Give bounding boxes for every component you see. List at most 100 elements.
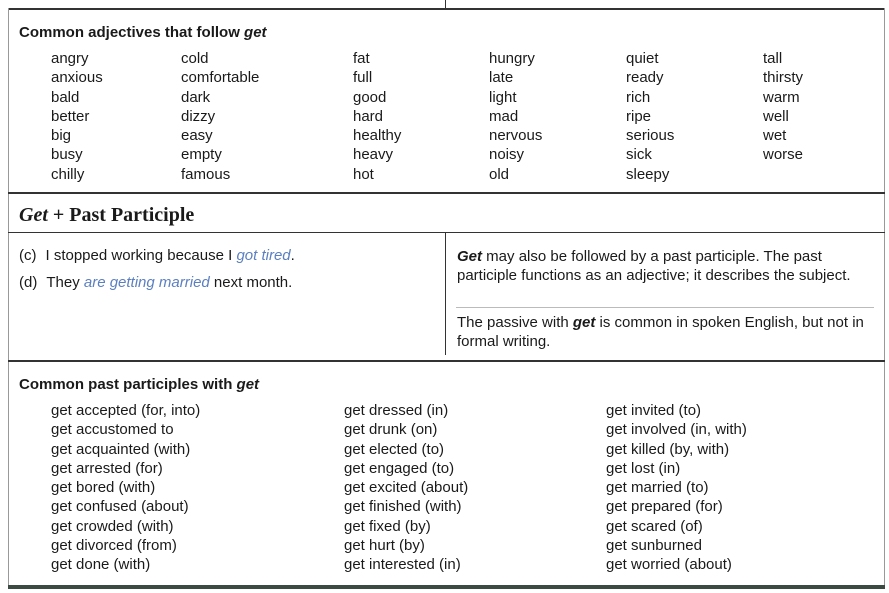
sentence-text: next month. xyxy=(209,274,293,291)
list-item: get lost (in) xyxy=(606,459,681,477)
list-item: get divorced (from) xyxy=(51,537,177,555)
list-item: big xyxy=(51,127,72,145)
example-label: (d) xyxy=(19,274,38,291)
adjectives-column: angry anxious bald better big busy chilly xyxy=(51,49,103,184)
list-item: well xyxy=(763,107,789,125)
list-item: get dressed (in) xyxy=(344,402,449,419)
rule-1 xyxy=(8,192,885,194)
top-tick xyxy=(445,0,446,8)
list-item: quiet xyxy=(626,50,659,67)
highlighted-phrase: are getting married xyxy=(83,274,210,291)
adjectives-column: hungry late light mad nervous noisy old xyxy=(489,49,542,184)
adjectives-column: fat full good hard healthy heavy hot xyxy=(353,49,401,184)
list-item: get fixed (by) xyxy=(344,517,431,535)
explanation-p1: Get may also be followed by a past parti… xyxy=(457,247,867,285)
list-item: get invited (to) xyxy=(606,402,702,419)
heading-em: get xyxy=(244,24,267,41)
list-item: get engaged (to) xyxy=(344,459,455,477)
list-item: get done (with) xyxy=(51,556,151,574)
title-em: Get xyxy=(19,204,48,226)
explanation-separator xyxy=(456,307,874,308)
section-title: Get + Past Participle xyxy=(19,204,194,227)
list-item: wet xyxy=(763,127,787,145)
list-item: ripe xyxy=(626,107,652,125)
list-item: thirsty xyxy=(763,69,804,87)
sentence-text: I stopped working because I xyxy=(45,247,237,264)
rule-2 xyxy=(8,232,885,233)
list-item: hungry xyxy=(489,50,535,67)
list-item: tall xyxy=(763,50,783,67)
list-item: get accustomed to xyxy=(51,421,174,439)
example-label: (c) xyxy=(19,247,37,264)
p2-text-end: is common in spoken English, but not in … xyxy=(457,314,864,350)
adjectives-column: quiet ready rich ripe serious sick sleepy xyxy=(626,49,674,184)
list-item: angry xyxy=(51,50,89,67)
sentence-text: . xyxy=(290,247,295,264)
list-item: full xyxy=(353,69,373,87)
list-item: get worried (about) xyxy=(606,556,732,574)
list-item: get prepared (for) xyxy=(606,498,723,516)
list-item: get involved (in, with) xyxy=(606,421,747,439)
example-sentence: (d) They are getting married next month. xyxy=(19,274,292,291)
list-item: get acquainted (with) xyxy=(51,440,191,458)
list-item: hard xyxy=(353,107,384,125)
list-item: better xyxy=(51,107,90,125)
list-item: easy xyxy=(181,127,213,145)
list-item: get scared (of) xyxy=(606,517,703,535)
participles-column: get accepted (for, into) get accustomed t… xyxy=(51,401,200,575)
bottom-rule xyxy=(8,585,885,589)
heading-text: Common past participles with xyxy=(19,376,237,393)
list-item: busy xyxy=(51,146,83,164)
list-item: dark xyxy=(181,88,211,106)
list-item: get finished (with) xyxy=(344,498,462,516)
right-border xyxy=(884,8,885,588)
list-item: get sunburned xyxy=(606,537,702,555)
example-sentence: (c) I stopped working because I got tired… xyxy=(19,247,295,264)
list-item: empty xyxy=(181,146,222,164)
list-item: get confused (about) xyxy=(51,498,189,516)
list-item: get married (to) xyxy=(606,479,709,497)
p1-em: Get xyxy=(457,248,483,265)
list-item: anxious xyxy=(51,69,103,87)
sentence-text: They xyxy=(46,274,84,291)
list-item: hot xyxy=(353,165,374,183)
list-item: ready xyxy=(626,69,664,87)
list-item: bald xyxy=(51,88,80,106)
list-item: get interested (in) xyxy=(344,556,461,574)
list-item: sick xyxy=(626,146,652,164)
list-item: get bored (with) xyxy=(51,479,156,497)
list-item: mad xyxy=(489,107,519,125)
list-item: get accepted (for, into) xyxy=(51,402,201,419)
column-divider xyxy=(445,232,446,355)
title-rest: + Past Participle xyxy=(47,204,195,226)
list-item: fat xyxy=(353,50,370,67)
list-item: light xyxy=(489,88,517,106)
list-item: get excited (about) xyxy=(344,479,469,497)
adjectives-heading: Common adjectives that follow get xyxy=(19,24,267,41)
list-item: noisy xyxy=(489,146,525,164)
rule-3 xyxy=(8,360,885,362)
explanation-p2: The passive with get is common in spoken… xyxy=(457,313,867,351)
list-item: nervous xyxy=(489,127,543,145)
list-item: get killed (by, with) xyxy=(606,440,730,458)
p2-text: The passive with xyxy=(457,314,573,331)
top-rule xyxy=(8,8,885,10)
list-item: get arrested (for) xyxy=(51,459,163,477)
list-item: healthy xyxy=(353,127,402,145)
list-item: sleepy xyxy=(626,165,670,183)
participles-heading: Common past participles with get xyxy=(19,376,259,393)
list-item: good xyxy=(353,88,387,106)
list-item: get hurt (by) xyxy=(344,537,425,555)
list-item: chilly xyxy=(51,165,85,183)
left-border xyxy=(8,8,9,588)
list-item: serious xyxy=(626,127,675,145)
list-item: rich xyxy=(626,88,651,106)
highlighted-phrase: got tired xyxy=(236,247,291,264)
list-item: get elected (to) xyxy=(344,440,445,458)
adjectives-column: cold comfortable dark dizzy easy empty famous xyxy=(181,49,259,184)
adjectives-column: tall thirsty warm well wet worse xyxy=(763,49,803,165)
participles-column: get invited (to) get involved (in, with) g… xyxy=(606,401,747,575)
heading-em: get xyxy=(236,376,260,393)
list-item: worse xyxy=(763,146,804,164)
p2-em: get xyxy=(572,314,596,331)
